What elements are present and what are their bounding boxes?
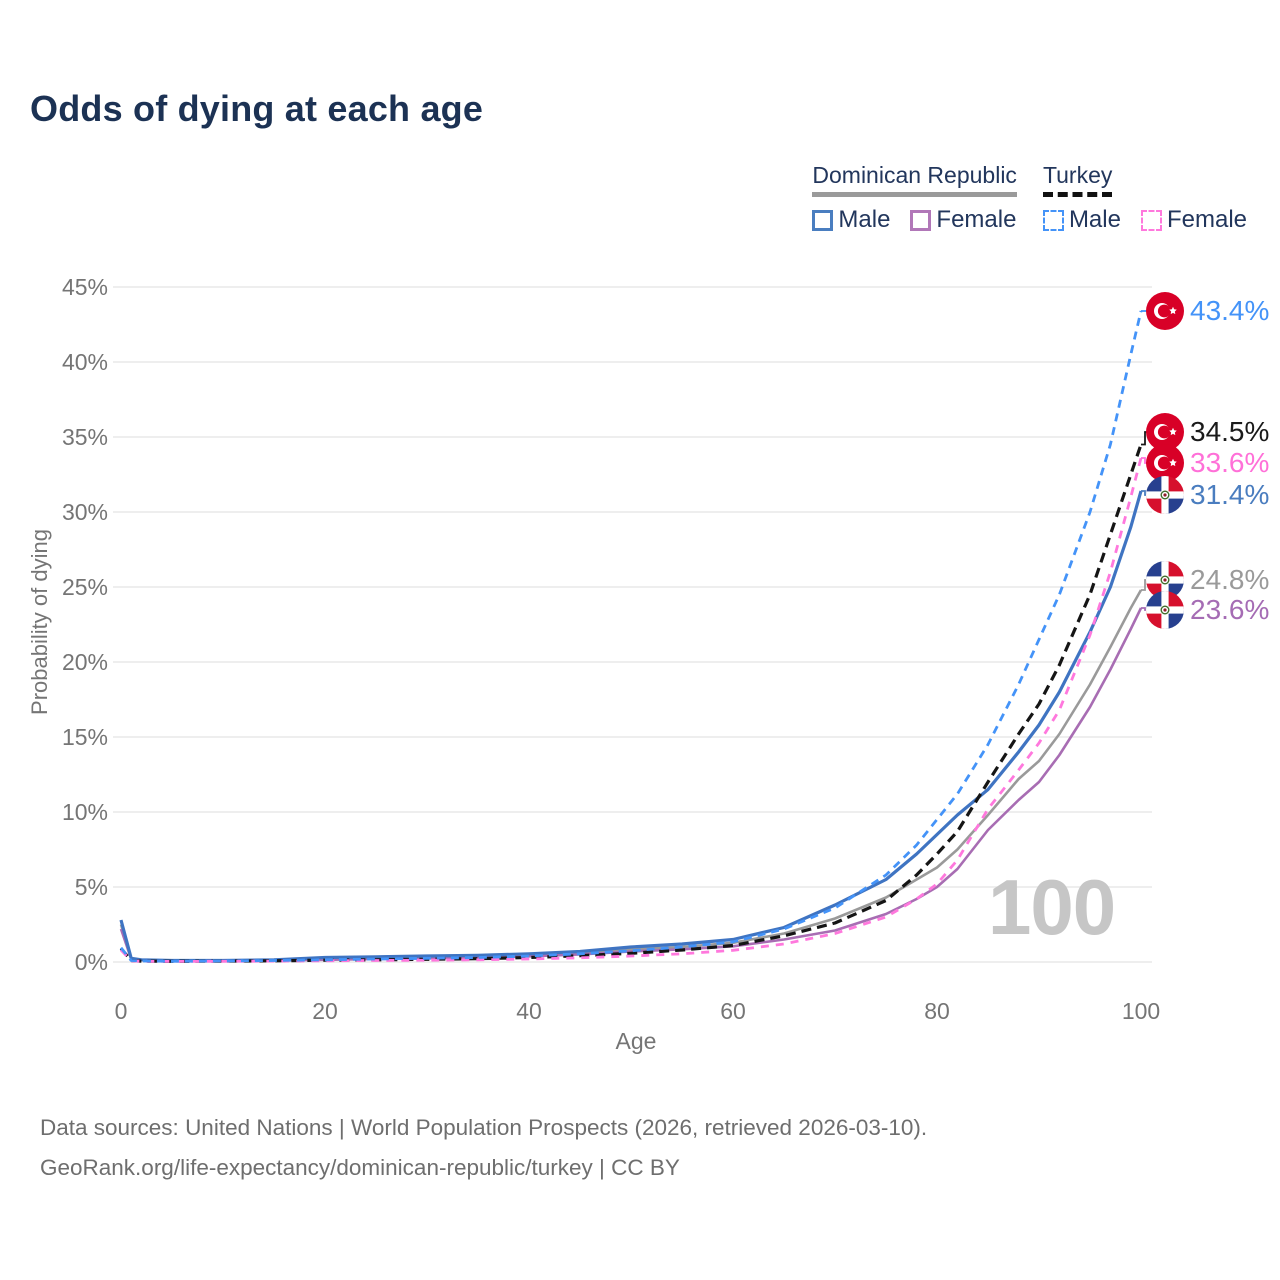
footer-line-1: Data sources: United Nations | World Pop… <box>40 1115 928 1140</box>
legend-item-dr-male[interactable]: Male <box>812 206 890 234</box>
end-label-turkey-female: 33.6% <box>1146 444 1269 482</box>
end-value: 34.5% <box>1190 416 1270 447</box>
page-title: Odds of dying at each age <box>30 88 484 129</box>
turkey-flag-icon <box>1146 413 1184 451</box>
legend-label: Female <box>936 206 1017 233</box>
svg-text:20: 20 <box>312 998 338 1024</box>
dominican-republic-flag-icon <box>1146 476 1184 514</box>
legend-group-dominican-republic: Dominican Republic Male Female <box>812 162 1017 234</box>
dr-male-swatch-icon <box>812 209 834 231</box>
legend-title-turkey: Turkey <box>1042 162 1113 197</box>
svg-text:60: 60 <box>720 998 746 1024</box>
hover-age-watermark: 100 <box>988 863 1116 951</box>
legend-group-turkey: Turkey Male Female <box>1042 162 1247 234</box>
turkey-female-swatch-icon <box>1140 209 1162 231</box>
turkey-male-swatch-icon <box>1042 209 1064 231</box>
svg-text:0: 0 <box>115 998 128 1024</box>
end-label-dr-female: 23.6% <box>1146 591 1269 629</box>
svg-text:35%: 35% <box>62 424 108 450</box>
turkey-flag-icon <box>1146 292 1184 330</box>
svg-text:Age: Age <box>616 1028 657 1054</box>
end-value: 31.4% <box>1190 479 1270 510</box>
legend-label: Female <box>1166 206 1247 233</box>
dr-female-swatch-icon <box>910 209 932 231</box>
svg-text:5%: 5% <box>75 874 108 900</box>
dominican-republic-flag-icon <box>1146 591 1184 629</box>
end-value: 24.8% <box>1190 564 1270 595</box>
end-label-dr-combined: 24.8% <box>1146 561 1269 599</box>
svg-text:0%: 0% <box>75 949 108 975</box>
svg-text:20%: 20% <box>62 649 108 675</box>
legend-item-turkey-male[interactable]: Male <box>1042 206 1121 234</box>
svg-text:40%: 40% <box>62 349 108 375</box>
turkey-flag-icon <box>1146 444 1184 482</box>
svg-text:15%: 15% <box>62 724 108 750</box>
svg-text:10%: 10% <box>62 799 108 825</box>
svg-text:Probability of dying: Probability of dying <box>27 529 52 715</box>
svg-text:40: 40 <box>516 998 542 1024</box>
end-value: 43.4% <box>1190 295 1270 326</box>
legend-item-dr-female[interactable]: Female <box>910 206 1016 234</box>
end-value: 33.6% <box>1190 447 1270 478</box>
svg-text:45%: 45% <box>62 274 108 300</box>
data-source-footer: Data sources: United Nations | World Pop… <box>40 1108 1190 1188</box>
end-value: 23.6% <box>1190 594 1270 625</box>
svg-text:100: 100 <box>1122 998 1160 1024</box>
legend-title-dominican-republic: Dominican Republic <box>812 162 1017 197</box>
end-label-turkey-male: 43.4% <box>1146 292 1269 330</box>
legend-label: Male <box>838 206 891 233</box>
footer-line-2: GeoRank.org/life-expectancy/dominican-re… <box>40 1155 680 1180</box>
legend-item-turkey-female[interactable]: Female <box>1140 206 1247 234</box>
svg-text:30%: 30% <box>62 499 108 525</box>
svg-text:25%: 25% <box>62 574 108 600</box>
dominican-republic-flag-icon <box>1146 561 1184 599</box>
end-label-dr-male: 31.4% <box>1146 476 1269 514</box>
end-label-turkey-combined: 34.5% <box>1146 413 1269 451</box>
chart-legend: Dominican Republic Male Female Turkey Ma… <box>812 162 1247 234</box>
legend-label: Male <box>1068 206 1121 233</box>
svg-text:80: 80 <box>924 998 950 1024</box>
